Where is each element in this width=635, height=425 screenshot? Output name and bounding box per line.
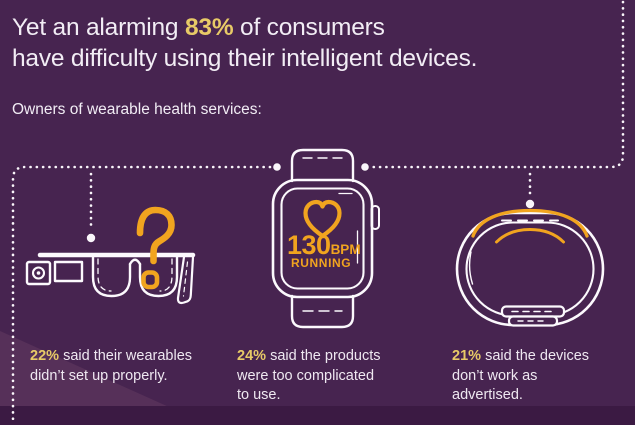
watch-body — [271, 178, 374, 299]
question-mark-hook — [136, 206, 175, 265]
title-prefix: Yet an alarming — [12, 14, 185, 41]
bpm-value: 130 — [287, 230, 331, 260]
title-suffix: of consumers — [233, 14, 385, 41]
watch-strap-bottom — [290, 294, 355, 329]
stat-percent: 22% — [30, 348, 60, 364]
watch-screen — [280, 187, 365, 290]
stat-text: said their wearables didn’t set up prope… — [30, 348, 193, 384]
smartwatch-icon — [271, 148, 380, 329]
fitness-band-icon — [455, 208, 605, 327]
glasses-camera-dot — [36, 271, 41, 275]
glasses-prism — [53, 260, 84, 283]
title-highlight-percent: 83% — [184, 14, 234, 41]
band-tracker-arc-inner — [495, 228, 565, 244]
dotted-connector-lines — [11, 0, 625, 425]
connector-dot — [361, 163, 369, 171]
connector-dot — [86, 233, 96, 243]
dotted-line-left — [11, 165, 272, 425]
band-inner — [465, 221, 595, 317]
stat-watch: 24% said the products were too complicat… — [237, 347, 381, 406]
title-line-1: Yet an alarming 83% of consumers — [12, 12, 477, 43]
question-mark-dot — [141, 270, 160, 290]
band-glint — [468, 251, 474, 285]
watch-display-readout: 130BPM — [287, 230, 361, 262]
bpm-unit: BPM — [330, 242, 361, 257]
stat-percent: 24% — [237, 348, 267, 364]
stat-text: said the products were too complicated t… — [237, 348, 381, 403]
watch-crown — [370, 205, 380, 230]
glasses-camera-lens — [31, 266, 46, 280]
stat-band: 21% said the devices don’t work as adver… — [452, 347, 589, 406]
heart-icon — [303, 199, 342, 239]
connector-dot — [273, 163, 281, 171]
smart-glasses-icon — [25, 252, 196, 305]
glasses-left-lens — [91, 256, 132, 298]
watch-activity-label: RUNNING — [291, 256, 352, 270]
dotted-line-right — [369, 0, 625, 169]
stat-text: said the devices don’t work as advertise… — [452, 348, 590, 403]
glasses-bridge — [128, 258, 142, 266]
glasses-camera — [25, 260, 52, 286]
glasses-lens-detail — [159, 258, 173, 292]
stat-percent: 21% — [452, 348, 482, 364]
title-line-2: have difficulty using their intelligent … — [12, 45, 478, 72]
connector-dot — [525, 199, 535, 209]
question-mark-icon — [136, 206, 175, 290]
page-title: Yet an alarming 83% of consumers have di… — [12, 12, 477, 74]
watch-strap-top — [290, 148, 355, 183]
stat-glasses: 22% said their wearables didn’t set up p… — [30, 347, 192, 386]
glasses-right-lens — [138, 256, 179, 298]
glasses-temple-arm — [176, 255, 195, 305]
glasses-lens-detail — [97, 258, 112, 292]
glasses-temple-detail — [182, 261, 189, 297]
section-subtitle: Owners of wearable health services: — [12, 101, 262, 118]
band-tracker-arc-outer — [471, 208, 589, 238]
